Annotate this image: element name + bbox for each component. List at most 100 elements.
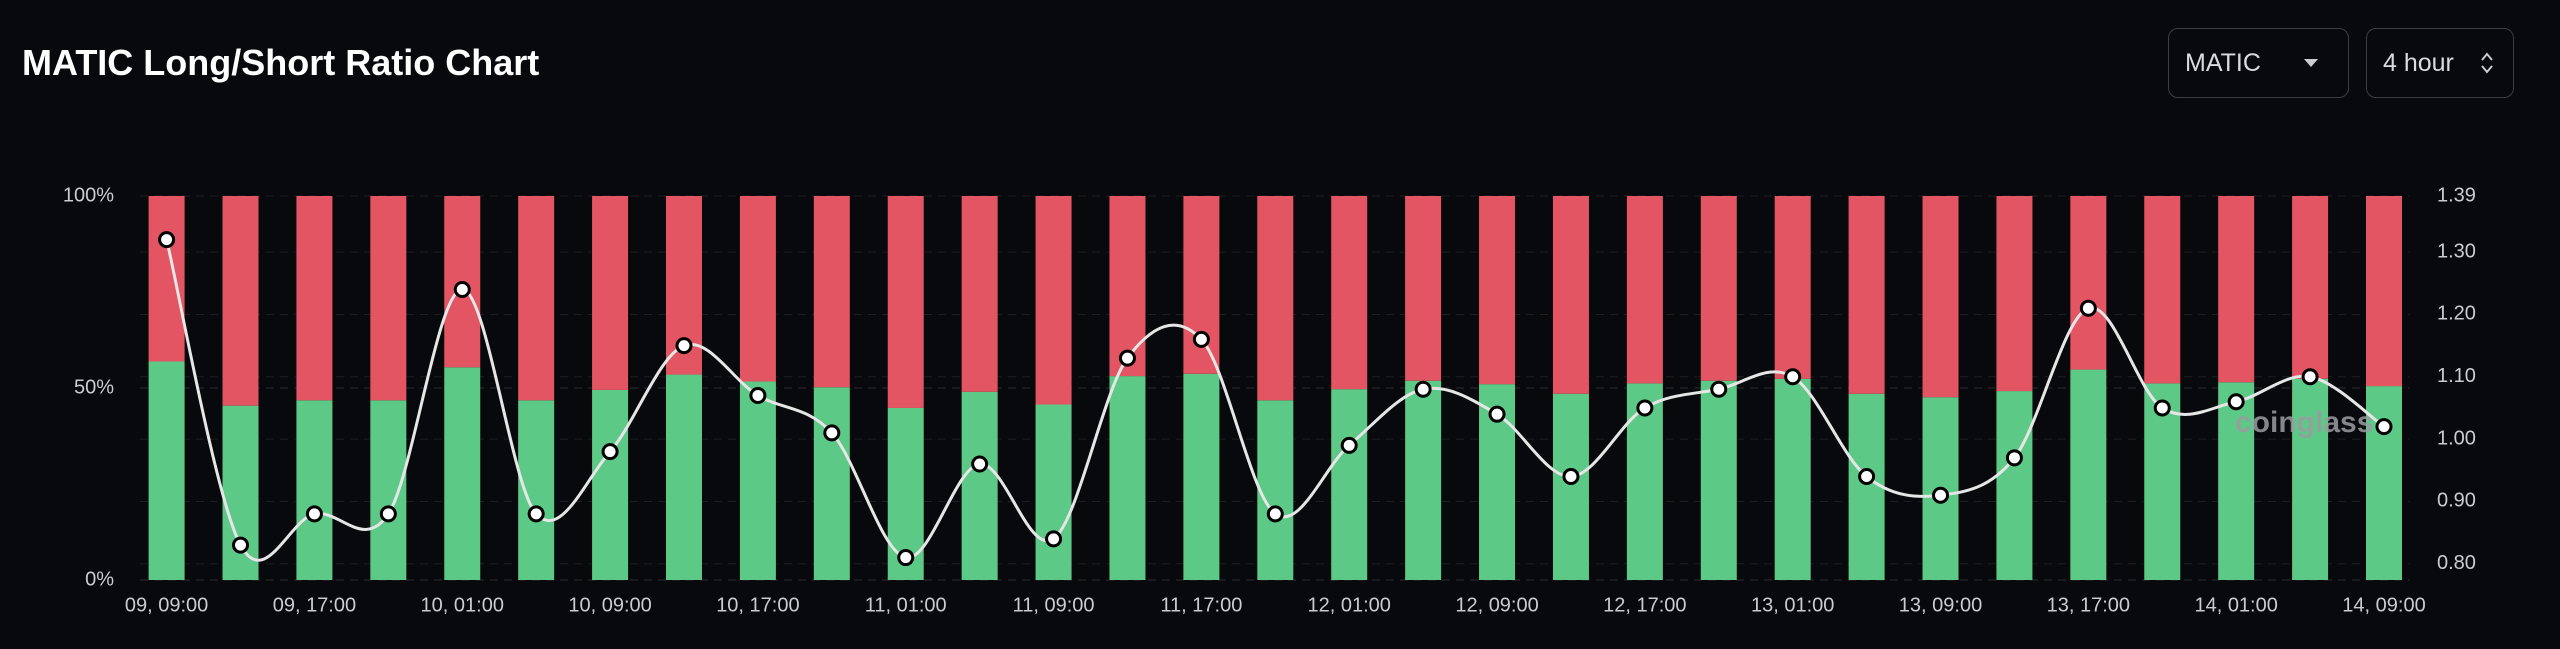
x-tick-label: 09, 17:00	[273, 594, 356, 616]
x-tick-label: 12, 01:00	[1308, 594, 1391, 616]
ratio-point	[1932, 486, 1950, 504]
bar-segment	[1848, 196, 1885, 394]
interval-select[interactable]: 4 hour	[2366, 28, 2514, 98]
bar-segment	[2218, 196, 2255, 383]
bar-segment	[813, 196, 850, 388]
ratio-point	[823, 424, 841, 442]
ratio-point	[2375, 418, 2393, 436]
y2-tick-label: 0.80	[2437, 552, 2476, 574]
bar-segment	[148, 196, 185, 362]
bar-segment	[592, 196, 629, 390]
bar-segment	[2292, 378, 2329, 580]
bar-segment	[1552, 393, 1589, 580]
y-tick-label: 50%	[74, 376, 114, 398]
ratio-point	[453, 281, 471, 299]
bar-segment	[1257, 400, 1294, 580]
x-tick-label: 11, 17:00	[1160, 594, 1242, 616]
bar-segment	[222, 196, 259, 406]
ratio-point	[1414, 380, 1432, 398]
y2-tick-label: 1.10	[2437, 365, 2476, 387]
bar-segment	[2070, 196, 2107, 370]
x-tick-label: 11, 09:00	[1013, 594, 1095, 616]
symbol-select[interactable]: MATIC	[2168, 28, 2349, 98]
ratio-point	[1858, 468, 1876, 486]
bar-segment	[1109, 196, 1146, 377]
bar-segment	[296, 400, 333, 580]
x-tick-label: 13, 17:00	[2047, 594, 2130, 616]
bar-segment	[1109, 376, 1146, 580]
bar-segment	[2070, 369, 2107, 580]
x-tick-label: 14, 01:00	[2194, 594, 2277, 616]
bar-segment	[296, 196, 333, 401]
ratio-point	[2005, 449, 2023, 467]
bar-segment	[1035, 404, 1072, 580]
bar-segment	[1626, 196, 1663, 384]
bar-segment	[1774, 378, 1811, 580]
bar-segment	[813, 387, 850, 580]
ratio-point	[971, 455, 989, 473]
bar-segment	[1405, 380, 1442, 580]
ratio-point	[749, 386, 767, 404]
ratio-point	[2227, 393, 2245, 411]
y-tick-label: 100%	[63, 184, 114, 206]
x-tick-label: 13, 01:00	[1751, 594, 1834, 616]
ratio-point	[1340, 436, 1358, 454]
x-tick-label: 14, 09:00	[2342, 594, 2425, 616]
bar-segment	[2292, 196, 2329, 379]
ratio-point	[675, 337, 693, 355]
bar-segment	[739, 381, 776, 580]
x-tick-label: 12, 09:00	[1455, 594, 1538, 616]
ratio-point	[1636, 399, 1654, 417]
bar-segment	[887, 196, 924, 408]
dropdown-icon	[2304, 59, 2318, 67]
x-tick-label: 10, 01:00	[421, 594, 504, 616]
ratio-point	[527, 505, 545, 523]
ratio-point	[897, 549, 915, 567]
bar-segment	[1552, 196, 1589, 394]
bar-segment	[1700, 380, 1737, 580]
y2-tick-label: 0.90	[2437, 490, 2476, 512]
x-tick-label: 11, 01:00	[865, 594, 947, 616]
x-tick-label: 10, 09:00	[568, 594, 651, 616]
y2-tick-label: 1.00	[2437, 427, 2476, 449]
interval-label: 4 hour	[2383, 48, 2454, 77]
x-tick-label: 13, 09:00	[1899, 594, 1982, 616]
bar-segment	[370, 196, 407, 401]
bar-segment	[2218, 382, 2255, 580]
bar-segment	[1479, 196, 1516, 385]
spinner-icon	[2481, 52, 2493, 74]
ratio-point	[1488, 405, 1506, 423]
bar-segment	[961, 391, 998, 580]
bar-segment	[1700, 196, 1737, 381]
watermark: coinglass	[2235, 406, 2373, 439]
bar-segment	[1035, 196, 1072, 405]
ratio-point	[1562, 468, 1580, 486]
ratio-point	[2079, 299, 2097, 317]
bar-segment	[592, 389, 629, 580]
ratio-line	[165, 239, 2385, 562]
ratio-point	[232, 536, 250, 554]
title: MATIC Long/Short Ratio Chart	[22, 42, 540, 83]
bar-segment	[961, 196, 998, 392]
x-tick-label: 09, 09:00	[125, 594, 208, 616]
y2-tick-label: 1.30	[2437, 240, 2476, 262]
ratio-point	[1045, 530, 1063, 548]
ratio-point	[1192, 330, 1210, 348]
x-tick-label: 10, 17:00	[716, 594, 799, 616]
bar-segment	[739, 196, 776, 382]
ratio-point	[379, 505, 397, 523]
x-tick-label: 12, 17:00	[1603, 594, 1686, 616]
y-tick-label: 0%	[85, 568, 114, 590]
ratio-point	[1710, 380, 1728, 398]
bar-segment	[2366, 196, 2402, 387]
bar-segment	[1848, 393, 1885, 580]
ratio-point	[2153, 399, 2171, 417]
bar-segment	[1257, 196, 1294, 401]
bar-segment	[1331, 196, 1368, 390]
ratio-point	[305, 505, 323, 523]
ratio-point	[1266, 505, 1284, 523]
ratio-point	[601, 443, 619, 461]
bar-segment	[1996, 391, 2033, 580]
